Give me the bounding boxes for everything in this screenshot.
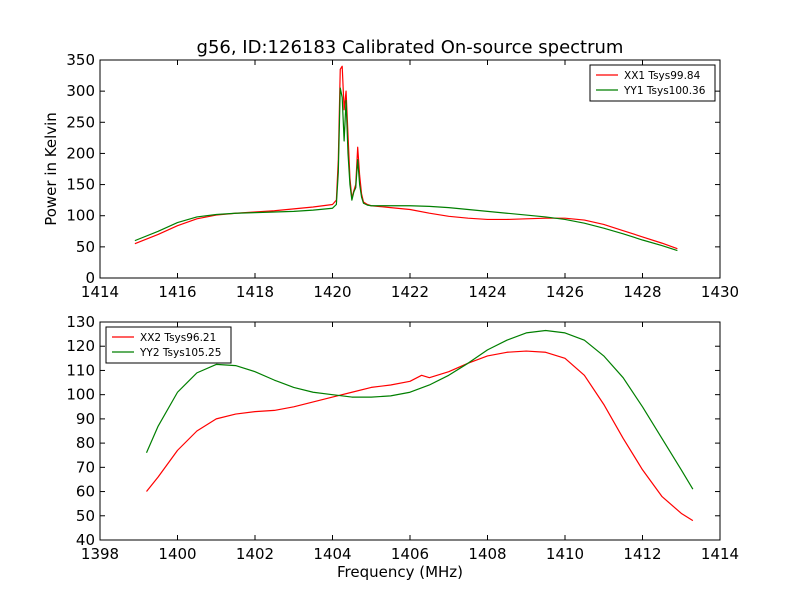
x-tick-label: 1428 <box>623 283 661 301</box>
legend-label: YY1 Tsys100.36 <box>623 85 706 97</box>
y-tick-label: 200 <box>66 144 95 162</box>
x-tick-label: 1418 <box>236 283 274 301</box>
y-tick-label: 130 <box>66 313 95 331</box>
y-tick-label: 40 <box>76 531 95 549</box>
y-tick-label: 100 <box>66 386 95 404</box>
legend-label: XX1 Tsys99.84 <box>624 70 701 82</box>
legend-box <box>105 326 232 364</box>
top-panel: 1414 1416 1418 1420 1422 1424 1426 1428 1430 0 50 1… <box>42 51 739 301</box>
y-axis-label: Power in Kelvin <box>42 112 60 226</box>
x-tick-label: 1414 <box>701 545 739 563</box>
bottom-panel: 1398 1400 1402 1404 1406 1408 1410 1412 1414 40 50… <box>66 313 739 581</box>
x-axis-label: Frequency (MHz) <box>337 563 463 581</box>
series-line-4 <box>145 329 694 490</box>
y-tick-label: 120 <box>66 337 95 355</box>
x-tick-label: 1404 <box>313 545 351 563</box>
chart-title: g56, ID:126183 Calibrated On-source spec… <box>197 37 624 58</box>
x-tick-label: 1398 <box>81 545 119 563</box>
x-tick-label: 1400 <box>158 545 196 563</box>
series-line-3 <box>146 350 694 522</box>
x-tick-label: 1426 <box>546 283 584 301</box>
y-tick-label: 110 <box>66 361 95 379</box>
legend-box <box>589 64 716 102</box>
y-tick-label: 90 <box>76 410 95 428</box>
x-tick-label: 1414 <box>81 283 119 301</box>
legend-label: XX2 Tsys96.21 <box>140 332 216 344</box>
y-tick-label: 80 <box>76 434 95 452</box>
x-tick-label: 1422 <box>391 283 429 301</box>
y-tick-label: 250 <box>66 113 95 131</box>
x-tick-label: 1408 <box>468 545 506 563</box>
y-tick-label: 60 <box>76 483 95 501</box>
y-tick-label: 70 <box>76 458 95 476</box>
y-tick-label: 300 <box>66 82 95 100</box>
x-tick-label: 1416 <box>158 283 196 301</box>
y-tick-label: 350 <box>66 51 95 69</box>
y-tick-label: 50 <box>76 238 95 256</box>
legend: XX2 Tsys96.21 YY2 Tsys105.25 <box>105 326 232 364</box>
series-line-2 <box>134 87 678 252</box>
x-tick-label: 1402 <box>236 545 274 563</box>
legend: XX1 Tsys99.84 YY1 Tsys100.36 <box>589 64 716 102</box>
x-tick-label: 1424 <box>468 283 506 301</box>
y-tick-label: 150 <box>66 176 95 194</box>
legend-label: YY2 Tsys105.25 <box>139 347 221 359</box>
x-tick-label: 1430 <box>701 283 739 301</box>
x-tick-label: 1412 <box>623 545 661 563</box>
series-group <box>134 65 678 252</box>
x-tick-label: 1410 <box>546 545 584 563</box>
y-tick-label: 0 <box>85 269 95 287</box>
y-tick-label: 50 <box>76 507 95 525</box>
x-tick-label: 1406 <box>391 545 429 563</box>
series-group <box>145 329 694 522</box>
x-tick-label: 1420 <box>313 283 351 301</box>
y-tick-label: 100 <box>66 207 95 225</box>
